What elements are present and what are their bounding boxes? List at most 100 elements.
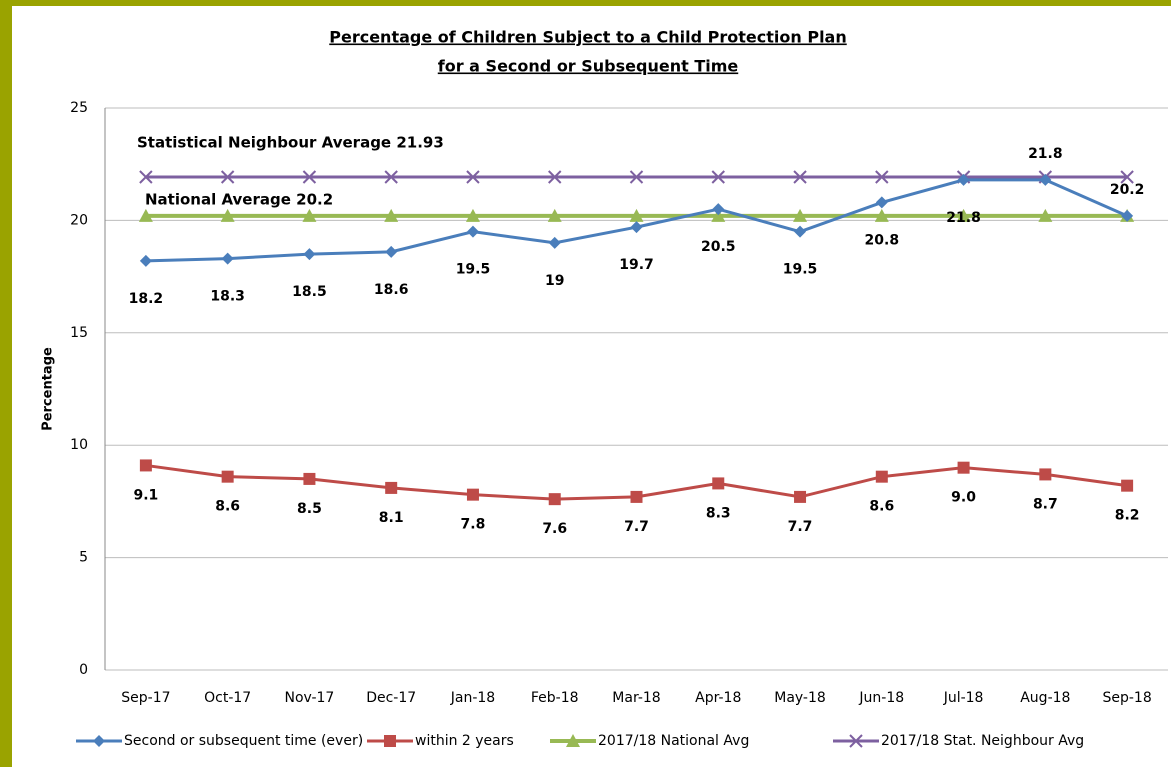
- x-tick-label: Sep-18: [1102, 690, 1151, 706]
- annotation: Statistical Neighbour Average 21.93: [137, 134, 444, 152]
- data-label: 20.2: [1110, 182, 1145, 198]
- data-label: 8.1: [379, 510, 404, 526]
- data-point: [630, 490, 643, 503]
- data-point: [793, 170, 807, 184]
- data-point: [302, 170, 317, 184]
- y-tick-label: 20: [70, 212, 88, 228]
- data-label: 7.7: [788, 519, 813, 535]
- chart-title: for a Second or Subsequent Time: [438, 57, 739, 76]
- data-point: [384, 208, 399, 222]
- data-point: [957, 461, 970, 474]
- data-label: 18.3: [210, 289, 245, 305]
- data-label: 9.1: [133, 487, 158, 503]
- data-label: 8.7: [1033, 496, 1058, 512]
- x-tick-label: Jun-18: [858, 690, 904, 706]
- data-point: [793, 208, 808, 222]
- data-point: [711, 208, 726, 222]
- legend-label: 2017/18 National Avg: [598, 733, 749, 749]
- legend-marker: [849, 734, 863, 748]
- y-tick-label: 5: [79, 550, 88, 566]
- data-point: [1121, 209, 1134, 222]
- x-tick-label: Nov-17: [285, 690, 335, 706]
- data-label: 21.8: [946, 210, 981, 226]
- data-point: [547, 208, 562, 222]
- data-point: [303, 472, 316, 485]
- x-tick-label: Feb-18: [531, 690, 579, 706]
- data-point: [466, 170, 480, 184]
- data-point: [548, 170, 562, 184]
- data-label: 19.5: [456, 262, 491, 278]
- annotation: National Average 20.2: [145, 191, 333, 209]
- y-tick-label: 10: [70, 437, 88, 453]
- data-label: 18.6: [374, 282, 409, 298]
- data-label: 7.6: [542, 521, 567, 537]
- data-point: [957, 173, 970, 186]
- data-point: [466, 225, 479, 238]
- data-label: 8.2: [1115, 508, 1140, 524]
- data-point: [1120, 170, 1134, 184]
- data-label: 19.5: [783, 262, 818, 278]
- x-tick-label: Dec-17: [366, 690, 416, 706]
- data-point: [139, 459, 152, 472]
- data-label: 21.8: [1028, 146, 1063, 162]
- data-point: [875, 196, 888, 209]
- data-point: [221, 252, 234, 265]
- data-point: [138, 208, 153, 222]
- data-label: 20.8: [865, 232, 900, 248]
- data-point: [630, 221, 643, 234]
- data-point: [384, 170, 398, 184]
- y-axis-label: Percentage: [41, 347, 56, 431]
- data-point: [956, 208, 971, 222]
- x-tick-label: May-18: [774, 690, 826, 706]
- data-point: [629, 208, 644, 222]
- x-tick-label: Aug-18: [1020, 690, 1070, 706]
- data-point: [385, 481, 398, 494]
- data-point: [303, 248, 316, 261]
- data-point: [385, 245, 398, 258]
- data-point: [466, 488, 479, 501]
- data-point: [220, 170, 235, 184]
- data-point: [875, 470, 888, 483]
- data-point: [794, 225, 807, 238]
- x-tick-label: Jan-18: [450, 690, 495, 706]
- x-tick-label: Apr-18: [695, 690, 741, 706]
- data-label: 19: [545, 273, 564, 289]
- x-tick-label: Mar-18: [612, 690, 660, 706]
- x-tick-label: Oct-17: [204, 690, 251, 706]
- data-point: [465, 208, 480, 222]
- legend-label: within 2 years: [415, 733, 514, 749]
- y-tick-label: 0: [79, 662, 88, 678]
- data-point: [1121, 479, 1134, 492]
- data-label: 7.8: [461, 517, 486, 533]
- legend-marker: [566, 734, 580, 747]
- data-label: 8.6: [215, 499, 240, 515]
- data-point: [874, 208, 889, 222]
- legend-marker: [93, 735, 105, 747]
- data-label: 19.7: [619, 257, 654, 273]
- data-point: [220, 208, 235, 222]
- data-label: 8.5: [297, 501, 322, 517]
- data-point: [139, 254, 152, 267]
- y-tick-label: 15: [70, 325, 88, 341]
- data-point: [548, 493, 561, 506]
- data-point: [712, 477, 725, 490]
- legend-label: 2017/18 Stat. Neighbour Avg: [881, 733, 1084, 749]
- x-tick-label: Jul-18: [943, 690, 984, 706]
- data-point: [1039, 468, 1052, 481]
- data-point: [302, 208, 317, 222]
- data-point: [139, 170, 153, 184]
- data-label: 20.5: [701, 239, 736, 255]
- background: [12, 6, 1171, 767]
- data-point: [712, 203, 725, 216]
- chart-title: Percentage of Children Subject to a Chil…: [329, 28, 846, 47]
- x-tick-label: Sep-17: [121, 690, 170, 706]
- data-label: 8.6: [869, 499, 894, 515]
- legend-label: Second or subsequent time (ever): [124, 733, 363, 749]
- data-label: 18.5: [292, 284, 327, 300]
- y-tick-label: 25: [70, 100, 88, 116]
- data-point: [629, 170, 644, 184]
- data-point: [875, 170, 889, 184]
- data-point: [794, 490, 807, 503]
- data-point: [1039, 173, 1052, 186]
